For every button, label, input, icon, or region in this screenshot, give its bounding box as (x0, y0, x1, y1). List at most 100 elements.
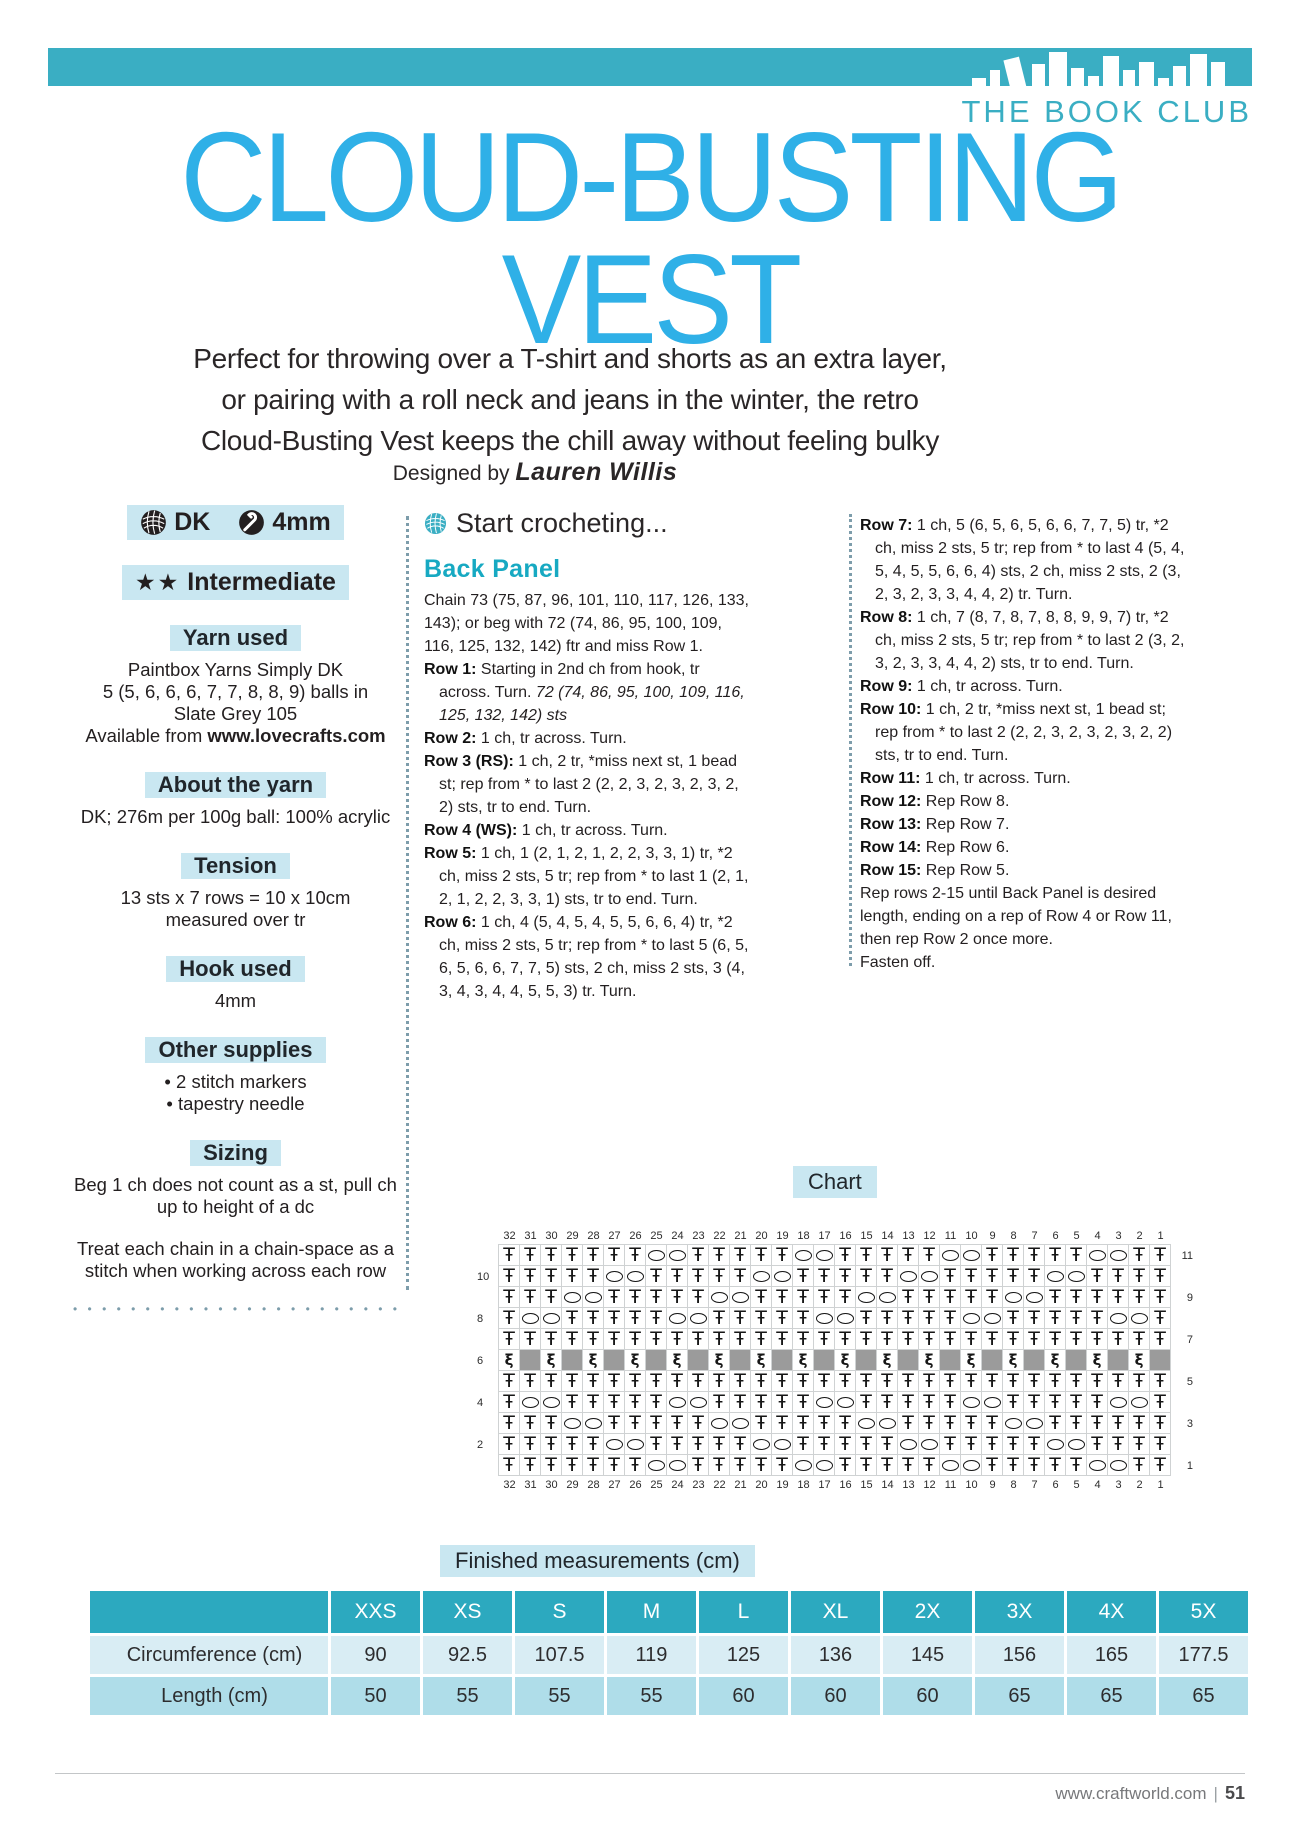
chart-cell: Ŧ (982, 1266, 1003, 1287)
chart-cell: Ŧ (1024, 1266, 1045, 1287)
stitch-count-italic: 72 (74, 86, 95, 100, 109, 116, 125, 132,… (439, 684, 745, 724)
treble-symbol: Ŧ (1007, 1369, 1019, 1392)
treble-symbol: Ŧ (503, 1390, 515, 1413)
chart-cell: Ŧ (562, 1266, 583, 1287)
chart-cell: ξ (541, 1350, 562, 1371)
bead-stitch-symbol: ξ (630, 1350, 640, 1369)
treble-symbol: Ŧ (524, 1411, 536, 1434)
chart-column-number: 17 (818, 1230, 831, 1242)
value-cell: 60 (883, 1677, 972, 1715)
chain-space-symbol (605, 1438, 623, 1450)
treble-symbol: Ŧ (1133, 1264, 1145, 1287)
yarn-weight-label: DK (174, 508, 211, 536)
treble-symbol: Ŧ (629, 1327, 641, 1350)
chart-cell: Ŧ (625, 1413, 646, 1434)
treble-symbol: Ŧ (965, 1432, 977, 1455)
treble-symbol: Ŧ (650, 1390, 662, 1413)
chart-cell (646, 1245, 667, 1266)
chart-cell: Ŧ (604, 1371, 625, 1392)
value-cell: 60 (699, 1677, 788, 1715)
chart-cell (772, 1350, 793, 1371)
treble-symbol: Ŧ (1133, 1411, 1145, 1434)
treble-symbol: Ŧ (902, 1327, 914, 1350)
chart-cell: ξ (1045, 1350, 1066, 1371)
treble-symbol: Ŧ (1091, 1390, 1103, 1413)
pattern-paragraph: Rep rows 2-15 until Back Panel is desire… (860, 885, 1172, 948)
treble-symbol: Ŧ (608, 1369, 620, 1392)
chart-cell: Ŧ (604, 1392, 625, 1413)
treble-symbol: Ŧ (776, 1285, 788, 1308)
treble-symbol: Ŧ (1007, 1432, 1019, 1455)
chart-cell (1066, 1266, 1087, 1287)
treble-symbol: Ŧ (776, 1369, 788, 1392)
chain-space-symbol (752, 1270, 770, 1282)
pattern-row-label: Row 7: (860, 517, 913, 534)
chart-cell: Ŧ (772, 1308, 793, 1329)
chain-space-symbol (521, 1312, 539, 1324)
chart-cell: Ŧ (499, 1371, 520, 1392)
pattern-row-label: Row 1: (424, 661, 477, 678)
chart-cell: Ŧ (1066, 1287, 1087, 1308)
chain-space-symbol (605, 1270, 623, 1282)
chart-cell: Ŧ (793, 1413, 814, 1434)
page-title-line2: VEST (501, 228, 803, 370)
chart-cell: Ŧ (667, 1287, 688, 1308)
chart-cell: Ŧ (835, 1455, 856, 1476)
chart-cell (814, 1350, 835, 1371)
chart-cell: Ŧ (982, 1434, 1003, 1455)
chart-cell: Ŧ (793, 1434, 814, 1455)
chart-cell (520, 1392, 541, 1413)
chain-space-symbol (962, 1249, 980, 1261)
treble-symbol: Ŧ (503, 1453, 515, 1476)
treble-symbol: Ŧ (671, 1432, 683, 1455)
treble-symbol: Ŧ (629, 1285, 641, 1308)
treble-symbol: Ŧ (1091, 1369, 1103, 1392)
chart-cell: Ŧ (835, 1287, 856, 1308)
start-crocheting-label: Start crocheting... (456, 508, 668, 538)
chart-cell (751, 1266, 772, 1287)
chain-space-symbol (668, 1459, 686, 1471)
treble-symbol: Ŧ (629, 1369, 641, 1392)
pattern-paragraph: Row 6: 1 ch, 4 (5, 4, 5, 4, 5, 5, 6, 6, … (424, 914, 749, 1000)
chart-column-number: 12 (923, 1230, 936, 1242)
treble-symbol: Ŧ (1133, 1285, 1145, 1308)
chart-column-number: 28 (587, 1230, 600, 1242)
pattern-paragraph: Row 3 (RS): 1 ch, 2 tr, *miss next st, 1… (424, 753, 739, 816)
pattern-paragraph: Row 1: Starting in 2nd ch from hook, tr … (424, 661, 745, 724)
treble-symbol: Ŧ (1070, 1390, 1082, 1413)
chart-cell: Ŧ (919, 1455, 940, 1476)
treble-symbol: Ŧ (923, 1306, 935, 1329)
chart-cell: Ŧ (499, 1434, 520, 1455)
treble-symbol: Ŧ (734, 1243, 746, 1266)
treble-symbol: Ŧ (713, 1306, 725, 1329)
chart-cell: Ŧ (1087, 1266, 1108, 1287)
value-cell: 156 (975, 1636, 1064, 1674)
hook-size-label: 4mm (272, 508, 331, 536)
value-cell: 65 (1067, 1677, 1156, 1715)
treble-symbol: Ŧ (755, 1243, 767, 1266)
pattern-row-label: Row 6: (424, 914, 477, 931)
pattern-paragraph: Row 7: 1 ch, 5 (6, 5, 6, 5, 6, 6, 7, 7, … (860, 517, 1185, 603)
chart-column-number: 14 (881, 1230, 894, 1242)
book-spine (1190, 54, 1207, 98)
chart-grid: 32 31 30 29 28 27 26 25 24 23 22 21 20 19 18 17 16 15 14 13… (477, 1230, 1193, 1491)
treble-symbol: Ŧ (839, 1327, 851, 1350)
treble-symbol: Ŧ (503, 1285, 515, 1308)
pattern-row-label: Row 14: (860, 839, 922, 856)
chart-column-number: 18 (797, 1479, 810, 1491)
chart-cell: Ŧ (1150, 1329, 1171, 1350)
treble-symbol: Ŧ (692, 1243, 704, 1266)
treble-symbol: Ŧ (797, 1327, 809, 1350)
treble-symbol: Ŧ (1154, 1453, 1166, 1476)
treble-symbol: Ŧ (1112, 1327, 1124, 1350)
treble-symbol: Ŧ (629, 1411, 641, 1434)
treble-symbol: Ŧ (692, 1327, 704, 1350)
chain-space-symbol (710, 1291, 728, 1303)
treble-symbol: Ŧ (797, 1285, 809, 1308)
chart-cell (961, 1308, 982, 1329)
chart-cell: Ŧ (793, 1371, 814, 1392)
supply-item: • 2 stitch markers (164, 1071, 307, 1092)
chart-cell: ξ (583, 1350, 604, 1371)
back-panel-heading: Back Panel (424, 555, 561, 583)
chart-cell: Ŧ (1024, 1245, 1045, 1266)
